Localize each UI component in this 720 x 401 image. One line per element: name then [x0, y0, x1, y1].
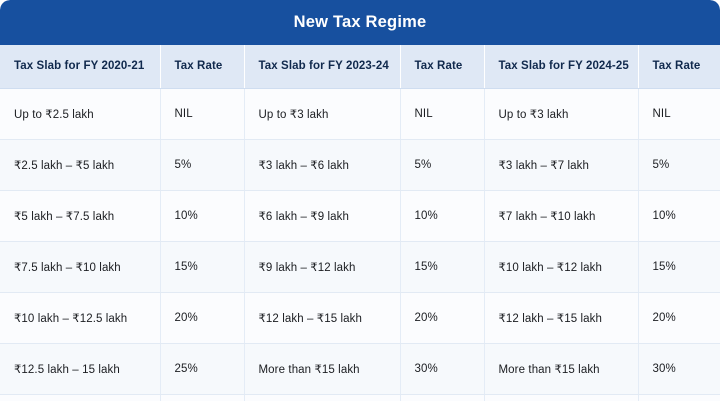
column-header-rate-2024-25: Tax Rate	[638, 45, 720, 89]
cell-slab-2020-21: ₹7.5 lakh – ₹10 lakh	[0, 241, 161, 293]
table-row: ₹10 lakh – ₹12.5 lakh 20% ₹12 lakh – ₹15…	[0, 292, 720, 344]
cell-slab-2020-21: ₹2.5 lakh – ₹5 lakh	[0, 139, 161, 191]
cell-rate-2023-24: 30%	[400, 343, 485, 395]
table-row: ₹5 lakh – ₹7.5 lakh 10% ₹6 lakh – ₹9 lak…	[0, 190, 720, 242]
cell-rate-2024-25: 15%	[638, 241, 720, 293]
cell-rate-2024-25: 30%	[638, 343, 720, 395]
cell-rate-2023-24: NIL	[400, 394, 485, 401]
column-header-rate-2023-24: Tax Rate	[400, 45, 485, 89]
cell-rate-2024-25: 20%	[638, 292, 720, 344]
table-row: ₹2.5 lakh – ₹5 lakh 5% ₹3 lakh – ₹6 lakh…	[0, 139, 720, 191]
cell-slab-2020-21: ₹5 lakh – ₹7.5 lakh	[0, 190, 161, 242]
cell-slab-2024-25: More than ₹15 lakh	[484, 343, 639, 395]
cell-rate-2023-24: NIL	[400, 88, 485, 140]
cell-slab-2023-24: Up to ₹3 lakh	[244, 88, 401, 140]
cell-slab-2023-24: ₹3 lakh – ₹6 lakh	[244, 139, 401, 191]
cell-rate-2020-21: 15%	[160, 241, 245, 293]
cell-slab-2024-25: ₹3 lakh – ₹7 lakh	[484, 139, 639, 191]
cell-slab-2024-25: Up to ₹3 lakh	[484, 88, 639, 140]
table-row: ₹12.5 lakh – 15 lakh 25% More than ₹15 l…	[0, 343, 720, 395]
cell-slab-2023-24: ₹9 lakh – ₹12 lakh	[244, 241, 401, 293]
cell-rate-2024-25: NIL	[638, 394, 720, 401]
cell-slab-2023-24: More than ₹15 lakh	[244, 343, 401, 395]
cell-rate-2020-21: 25%	[160, 394, 245, 401]
page-title: New Tax Regime	[293, 13, 427, 31]
cell-slab-2020-21: Up to ₹2.5 lakh	[0, 88, 161, 140]
tax-slab-table: Tax Slab for FY 2020-21 Tax Rate Tax Sla…	[0, 45, 720, 401]
cell-rate-2024-25: NIL	[638, 88, 720, 140]
cell-rate-2020-21: 10%	[160, 190, 245, 242]
table-body: Up to ₹2.5 lakh NIL Up to ₹3 lakh NIL Up…	[0, 88, 720, 401]
cell-rate-2023-24: 10%	[400, 190, 485, 242]
table-row: Up to ₹2.5 lakh NIL Up to ₹3 lakh NIL Up…	[0, 88, 720, 140]
table-header: Tax Slab for FY 2020-21 Tax Rate Tax Sla…	[0, 45, 720, 89]
column-header-slab-2023-24: Tax Slab for FY 2023-24	[244, 45, 401, 89]
cell-rate-2020-21: 20%	[160, 292, 245, 344]
cell-rate-2023-24: 5%	[400, 139, 485, 191]
cell-rate-2023-24: 15%	[400, 241, 485, 293]
cell-rate-2020-21: 25%	[160, 343, 245, 395]
cell-rate-2023-24: 20%	[400, 292, 485, 344]
column-header-slab-2024-25: Tax Slab for FY 2024-25	[484, 45, 639, 89]
table-row: ₹7.5 lakh – ₹10 lakh 15% ₹9 lakh – ₹12 l…	[0, 241, 720, 293]
cell-slab-2024-25: ₹12 lakh – ₹15 lakh	[484, 292, 639, 344]
cell-slab-2024-25: NA	[484, 394, 639, 401]
cell-rate-2024-25: 5%	[638, 139, 720, 191]
cell-slab-2023-24: ₹6 lakh – ₹9 lakh	[244, 190, 401, 242]
card-title-bar: New Tax Regime	[0, 0, 720, 45]
cell-slab-2024-25: ₹10 lakh – ₹12 lakh	[484, 241, 639, 293]
cell-rate-2020-21: 5%	[160, 139, 245, 191]
table-row: More than ₹15 lakhs 25% NA NIL NA NIL	[0, 394, 720, 401]
cell-slab-2024-25: ₹7 lakh – ₹10 lakh	[484, 190, 639, 242]
table-header-row: Tax Slab for FY 2020-21 Tax Rate Tax Sla…	[0, 45, 720, 89]
cell-slab-2020-21: ₹12.5 lakh – 15 lakh	[0, 343, 161, 395]
column-header-slab-2020-21: Tax Slab for FY 2020-21	[0, 45, 161, 89]
cell-slab-2023-24: NA	[244, 394, 401, 401]
cell-rate-2020-21: NIL	[160, 88, 245, 140]
cell-slab-2020-21: More than ₹15 lakhs	[0, 394, 161, 401]
cell-rate-2024-25: 10%	[638, 190, 720, 242]
cell-slab-2020-21: ₹10 lakh – ₹12.5 lakh	[0, 292, 161, 344]
column-header-rate-2020-21: Tax Rate	[160, 45, 245, 89]
cell-slab-2023-24: ₹12 lakh – ₹15 lakh	[244, 292, 401, 344]
